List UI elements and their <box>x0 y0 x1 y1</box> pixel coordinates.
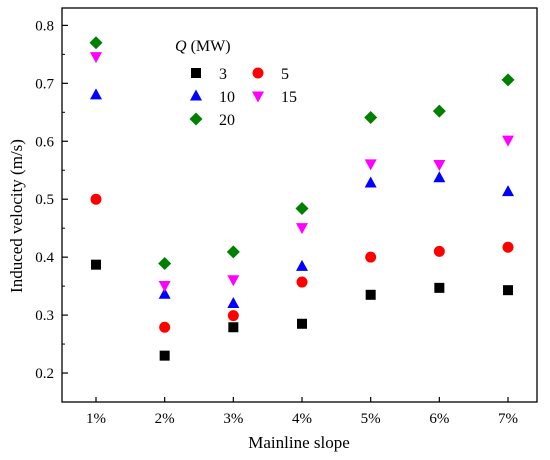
legend-title: Q (MW) <box>175 38 231 55</box>
data-point-q3 <box>365 289 376 300</box>
data-point-q5 <box>365 251 377 263</box>
y-tick-label: 0.8 <box>35 18 54 34</box>
data-point-q10 <box>433 171 446 183</box>
legend-label-q5: 5 <box>281 66 289 83</box>
x-tick-label: 4% <box>292 411 312 427</box>
legend-marker-q3 <box>191 68 201 78</box>
data-point-q5 <box>296 276 308 288</box>
x-tick-label: 2% <box>155 411 175 427</box>
y-tick-label: 0.4 <box>35 250 54 266</box>
y-tick-label: 0.3 <box>35 308 54 324</box>
x-tick-label: 3% <box>223 411 243 427</box>
data-point-q15 <box>296 223 309 235</box>
data-point-q20 <box>89 36 103 50</box>
data-point-q20 <box>158 257 172 271</box>
data-point-q20 <box>226 245 240 259</box>
data-point-q10 <box>364 176 377 188</box>
data-point-q5 <box>433 245 445 257</box>
data-point-q20 <box>364 111 378 125</box>
data-point-q15 <box>502 135 515 147</box>
data-point-q20 <box>432 104 446 118</box>
data-point-q15 <box>158 281 171 293</box>
legend-label-q15: 15 <box>281 89 297 106</box>
data-point-q3 <box>503 285 514 296</box>
data-markers <box>89 36 515 361</box>
data-point-q10 <box>90 88 102 100</box>
y-axis-ticks <box>62 24 68 374</box>
legend-title-unit: (MW) <box>187 38 231 55</box>
x-tick-label: 6% <box>429 411 449 427</box>
data-point-q10 <box>158 287 171 299</box>
legend-label-q3: 3 <box>219 66 227 83</box>
legend-marker-q20 <box>189 112 203 126</box>
data-point-q5 <box>90 193 102 205</box>
legend-marker-q15 <box>252 91 264 103</box>
x-tick-label: 7% <box>498 411 518 427</box>
legend-title-symbol: Q <box>175 38 187 55</box>
plot-border <box>61 7 538 403</box>
x-axis-ticks <box>95 397 509 402</box>
data-point-q3 <box>297 318 308 329</box>
y-tick-label: 0.6 <box>35 134 54 150</box>
data-point-q5 <box>159 321 171 333</box>
data-point-q20 <box>295 201 309 215</box>
data-point-q10 <box>227 297 240 308</box>
data-point-q10 <box>502 185 515 197</box>
plot-frame <box>61 7 538 403</box>
data-point-q5 <box>227 310 239 322</box>
data-point-q3 <box>91 259 101 270</box>
data-point-q3 <box>228 322 239 333</box>
y-tick-label: 0.7 <box>35 76 54 92</box>
data-point-q15 <box>433 159 446 171</box>
data-point-q5 <box>502 241 514 253</box>
data-point-q15 <box>364 159 377 171</box>
legend-label-q10: 10 <box>219 89 235 106</box>
data-point-q3 <box>159 350 170 361</box>
data-point-q20 <box>501 73 515 87</box>
legend: Q (MW) 3 5 10 15 20 <box>175 38 297 129</box>
data-point-q10 <box>296 259 309 271</box>
y-tick-label: 0.2 <box>35 366 54 382</box>
x-tick-label: 1% <box>86 411 106 427</box>
x-axis-tick-labels: 1% 2% 3% 4% 5% 6% 7% <box>86 411 518 427</box>
data-point-q15 <box>227 275 240 287</box>
data-point-q15 <box>90 52 102 64</box>
x-axis-title: Mainline slope <box>248 433 350 452</box>
y-axis-title: Induced velocity (m/s) <box>7 139 26 293</box>
legend-items: 3 5 10 15 20 <box>189 66 297 129</box>
legend-marker-q5 <box>252 67 264 79</box>
legend-marker-q10 <box>190 89 202 101</box>
y-tick-label: 0.5 <box>35 192 54 208</box>
x-tick-label: 5% <box>361 411 381 427</box>
y-axis-tick-labels: 0.2 0.3 0.4 0.5 0.6 0.7 0.8 <box>35 18 54 382</box>
legend-label-q20: 20 <box>219 112 235 129</box>
data-point-q3 <box>434 282 445 293</box>
